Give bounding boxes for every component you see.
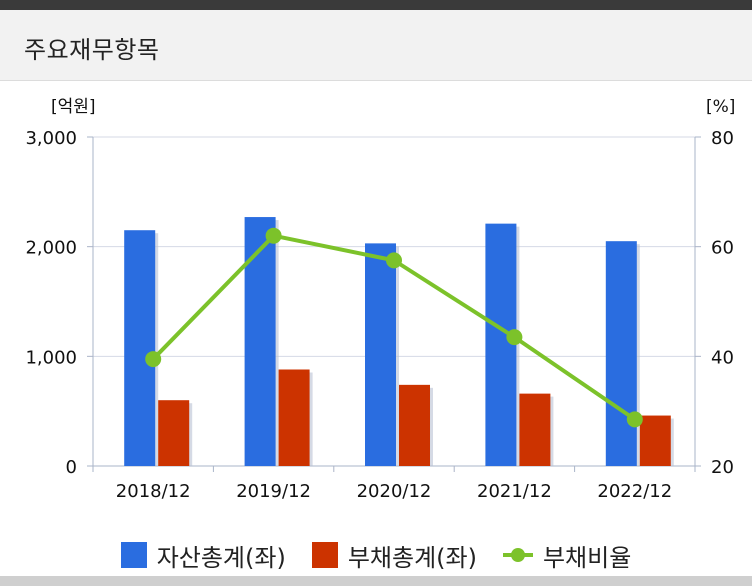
x-tick-label: 2019/12 bbox=[236, 481, 311, 502]
bar-liabilities-2018/12 bbox=[158, 400, 190, 466]
bottom-rule bbox=[0, 576, 752, 586]
legend-item-debt-ratio[interactable]: 부채비율 bbox=[502, 538, 632, 573]
y-left-tick-label: 1,000 bbox=[25, 347, 77, 368]
legend-swatch-debt-ratio bbox=[502, 542, 533, 568]
bar-assets-2022/12 bbox=[605, 241, 637, 466]
point-debt-ratio-2020/12 bbox=[386, 252, 402, 269]
y-right-tick-label: 80 bbox=[711, 128, 734, 149]
legend-label-liabilities: 부채총계(좌) bbox=[347, 543, 477, 572]
y-left-tick-label: 0 bbox=[66, 457, 77, 478]
y-left-unit-label: [억원] bbox=[51, 97, 96, 117]
legend-item-assets[interactable]: 자산총계(좌) bbox=[120, 538, 286, 573]
point-debt-ratio-2018/12 bbox=[145, 351, 162, 368]
point-debt-ratio-2019/12 bbox=[265, 227, 282, 244]
panel-header: 주요재무항목 bbox=[0, 10, 752, 81]
bar-assets-2021/12 bbox=[485, 223, 517, 466]
x-tick-label: 2020/12 bbox=[357, 481, 432, 502]
legend-swatch-assets bbox=[120, 542, 147, 568]
legend: 자산총계(좌) 부채총계(좌) 부채비율 bbox=[0, 538, 752, 572]
y-right-tick-label: 40 bbox=[711, 347, 734, 368]
y-left-tick-label: 3,000 bbox=[25, 128, 77, 149]
point-debt-ratio-2022/12 bbox=[626, 411, 643, 428]
bar-liabilities-2020/12 bbox=[399, 384, 430, 466]
bar-liabilities-2021/12 bbox=[519, 393, 551, 466]
legend-item-liabilities[interactable]: 부채총계(좌) bbox=[311, 538, 477, 573]
top-rule bbox=[0, 0, 752, 10]
x-tick-label: 2021/12 bbox=[477, 481, 552, 502]
y-left-tick-label: 2,000 bbox=[25, 238, 77, 259]
x-tick-label: 2022/12 bbox=[597, 481, 672, 502]
legend-swatch-liabilities bbox=[311, 542, 338, 568]
point-debt-ratio-2021/12 bbox=[506, 329, 523, 346]
legend-label-assets: 자산총계(좌) bbox=[156, 543, 286, 572]
bar-liabilities-2019/12 bbox=[278, 369, 310, 466]
bar-assets-2019/12 bbox=[244, 217, 276, 466]
panel-title: 주요재무항목 bbox=[24, 36, 160, 64]
bar-liabilities-2022/12 bbox=[639, 415, 671, 466]
legend-label-debt-ratio: 부채비율 bbox=[542, 543, 632, 572]
y-right-tick-label: 20 bbox=[711, 457, 734, 478]
y-right-unit-label: [%] bbox=[706, 97, 735, 117]
bar-assets-2020/12 bbox=[365, 243, 396, 466]
bar-assets-2018/12 bbox=[124, 230, 156, 466]
x-tick-label: 2018/12 bbox=[116, 481, 191, 502]
y-right-tick-label: 60 bbox=[711, 238, 734, 259]
